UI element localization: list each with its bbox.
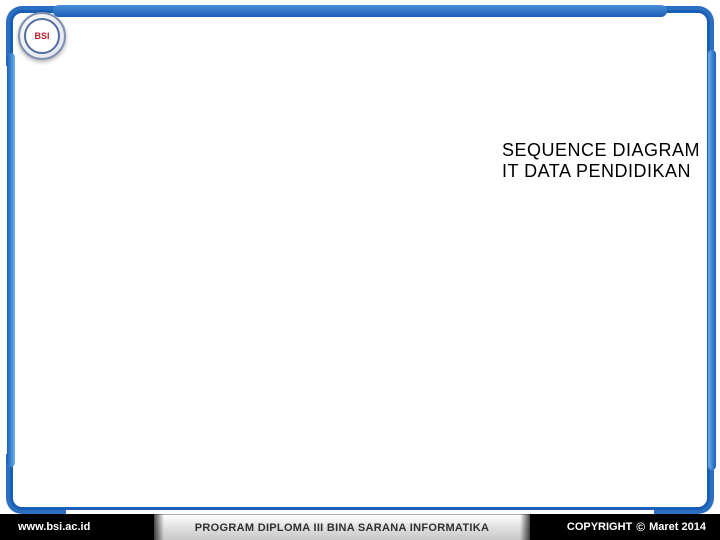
footer-website: www.bsi.ac.id <box>0 514 154 540</box>
frame-corner-bl <box>6 454 66 514</box>
title-line-1: SEQUENCE DIAGRAM <box>502 140 700 161</box>
frame-border-right <box>708 50 716 470</box>
title-line-2: IT DATA PENDIDIKAN <box>502 161 700 182</box>
frame-corner-tr <box>654 6 714 66</box>
bsi-logo-text: BSI <box>24 18 60 54</box>
slide-title: SEQUENCE DIAGRAM IT DATA PENDIDIKAN <box>502 140 700 182</box>
bsi-logo: BSI <box>18 12 66 60</box>
footer-program: PROGRAM DIPLOMA III BINA SARANA INFORMAT… <box>154 514 530 540</box>
footer-bar: www.bsi.ac.id PROGRAM DIPLOMA III BINA S… <box>0 514 720 540</box>
footer-copyright: COPYRIGHT © Maret 2014 <box>530 514 720 540</box>
frame-border <box>10 10 710 510</box>
copyright-label: COPYRIGHT <box>567 521 632 533</box>
frame-corner-br <box>654 454 714 514</box>
copyright-icon: © <box>636 520 645 534</box>
copyright-date: Maret 2014 <box>649 521 706 533</box>
